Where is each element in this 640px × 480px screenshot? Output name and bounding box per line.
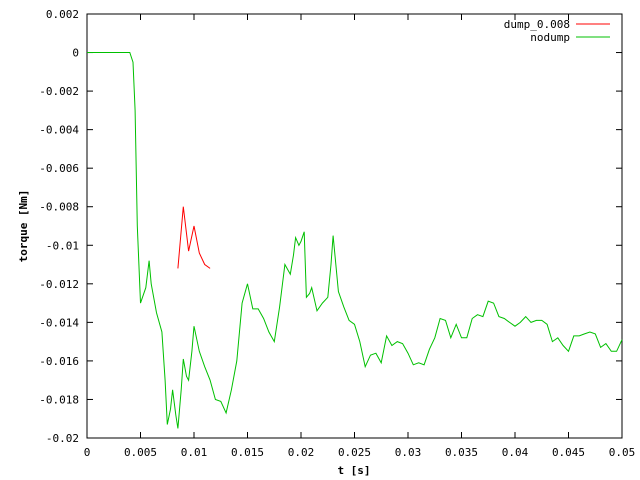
x-tick-label: 0.035 [445, 446, 478, 459]
x-tick-label: 0.05 [609, 446, 636, 459]
x-tick-label: 0.03 [395, 446, 422, 459]
y-tick-label: -0.02 [46, 432, 79, 445]
x-tick-label: 0.02 [288, 446, 315, 459]
y-tick-label: -0.012 [39, 278, 79, 291]
y-tick-label: -0.002 [39, 85, 79, 98]
y-tick-label: -0.008 [39, 201, 79, 214]
x-tick-label: 0.015 [231, 446, 264, 459]
x-axis: 0 0.005 0.01 0.015 0.02 0.025 0.03 0.035 0.04 0.0… [84, 14, 636, 459]
y-tick-label: -0.018 [39, 393, 79, 406]
series-layer [87, 52, 623, 429]
y-tick-label: -0.014 [39, 316, 79, 329]
y-tick-label: -0.006 [39, 162, 79, 175]
x-tick-label: 0.025 [338, 446, 371, 459]
x-tick-label: 0.005 [124, 446, 157, 459]
series-line-dump_0.008 [177, 206, 211, 269]
y-tick-label: -0.004 [39, 124, 79, 137]
legend-label: nodump [530, 31, 570, 44]
y-tick-label: 0.002 [46, 8, 79, 21]
plot-frame [86, 13, 623, 439]
series-line-nodump [87, 52, 623, 429]
y-tick-label: 0 [72, 47, 79, 60]
y-axis-label: torque [Nm] [17, 190, 30, 263]
y-axis: 0.002 0 -0.002 -0.004 -0.006 -0.008 -0.01 -0.01… [39, 8, 622, 445]
x-tick-label: 0.04 [502, 446, 529, 459]
x-tick-label: 0.01 [181, 446, 208, 459]
x-tick-label: 0 [84, 446, 91, 459]
x-tick-label: 0.045 [552, 446, 585, 459]
y-tick-label: -0.01 [46, 239, 79, 252]
legend-label: dump_0.008 [504, 18, 570, 31]
y-tick-label: -0.016 [39, 355, 79, 368]
x-axis-label: t [s] [337, 464, 370, 477]
